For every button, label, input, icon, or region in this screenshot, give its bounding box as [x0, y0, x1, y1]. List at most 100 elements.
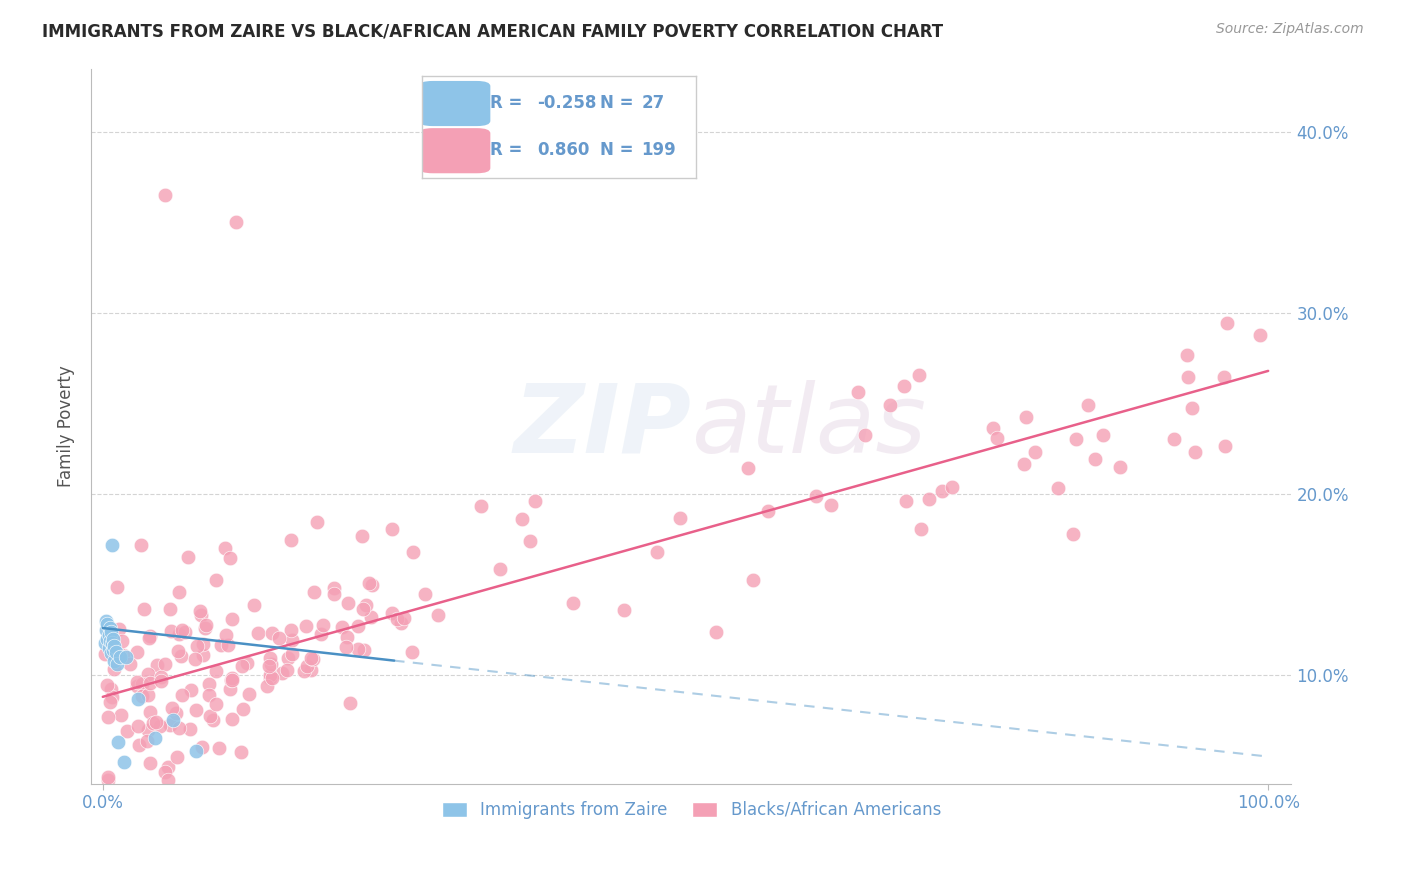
- Point: [160, 624, 183, 638]
- Point: [236, 656, 259, 670]
- Point: [276, 664, 298, 678]
- Point: [219, 681, 242, 696]
- Point: [323, 587, 346, 601]
- Text: IMMIGRANTS FROM ZAIRE VS BLACK/AFRICAN AMERICAN FAMILY POVERTY CORRELATION CHART: IMMIGRANTS FROM ZAIRE VS BLACK/AFRICAN A…: [42, 22, 943, 40]
- Point: [259, 668, 281, 682]
- Point: [918, 491, 941, 506]
- Point: [190, 607, 212, 622]
- Point: [910, 522, 932, 536]
- Point: [110, 650, 132, 665]
- Point: [1077, 398, 1099, 412]
- Point: [142, 716, 165, 731]
- FancyBboxPatch shape: [419, 81, 491, 126]
- Point: [804, 489, 827, 503]
- Point: [645, 545, 668, 559]
- Point: [986, 431, 1008, 445]
- Point: [104, 644, 127, 658]
- Point: [742, 573, 765, 587]
- Point: [280, 624, 302, 638]
- Point: [389, 616, 412, 631]
- Point: [215, 627, 238, 641]
- Point: [204, 697, 226, 711]
- Point: [115, 650, 138, 665]
- Point: [336, 630, 359, 644]
- Point: [1015, 409, 1038, 424]
- Point: [103, 639, 125, 653]
- Point: [97, 640, 120, 655]
- Point: [177, 549, 200, 564]
- Point: [1163, 432, 1185, 446]
- Point: [157, 773, 180, 788]
- Point: [339, 696, 361, 710]
- Point: [259, 672, 281, 686]
- Text: R =: R =: [491, 141, 534, 159]
- Point: [613, 603, 636, 617]
- Point: [174, 625, 197, 640]
- Point: [136, 666, 159, 681]
- Point: [562, 596, 585, 610]
- Point: [335, 640, 357, 654]
- Point: [381, 522, 404, 536]
- Point: [111, 634, 134, 648]
- Point: [1062, 527, 1084, 541]
- Point: [217, 638, 239, 652]
- Point: [281, 632, 304, 647]
- Point: [1084, 452, 1107, 467]
- Point: [139, 706, 162, 720]
- Point: [155, 188, 177, 202]
- Point: [167, 721, 190, 735]
- Text: 0.860: 0.860: [537, 141, 589, 159]
- Text: 27: 27: [641, 94, 665, 112]
- Point: [143, 731, 166, 746]
- Point: [820, 498, 842, 512]
- Point: [96, 678, 118, 692]
- Point: [191, 637, 214, 651]
- Point: [208, 741, 231, 756]
- Point: [198, 709, 221, 723]
- Point: [669, 511, 692, 525]
- Point: [246, 626, 269, 640]
- Point: [1181, 401, 1204, 416]
- Point: [198, 688, 221, 702]
- Point: [149, 718, 172, 732]
- Point: [201, 713, 224, 727]
- Point: [1109, 460, 1132, 475]
- Point: [97, 633, 120, 648]
- Point: [125, 674, 148, 689]
- Point: [136, 723, 159, 738]
- Point: [277, 651, 299, 665]
- Point: [205, 573, 228, 587]
- Point: [98, 633, 121, 648]
- Point: [103, 642, 125, 657]
- Point: [94, 648, 117, 662]
- Point: [1046, 482, 1069, 496]
- Point: [269, 632, 291, 646]
- Point: [931, 484, 953, 499]
- Point: [295, 658, 318, 673]
- Point: [309, 627, 332, 641]
- Point: [131, 677, 153, 691]
- Point: [846, 384, 869, 399]
- Point: [299, 650, 322, 665]
- Point: [103, 662, 125, 676]
- Point: [209, 638, 232, 652]
- Y-axis label: Family Poverty: Family Poverty: [58, 365, 75, 487]
- Point: [167, 644, 190, 658]
- Point: [150, 670, 173, 684]
- Text: R =: R =: [491, 94, 529, 112]
- Point: [312, 618, 335, 632]
- Point: [301, 664, 323, 678]
- Point: [160, 701, 183, 715]
- Point: [105, 657, 128, 672]
- Legend: Immigrants from Zaire, Blacks/African Americans: Immigrants from Zaire, Blacks/African Am…: [434, 794, 948, 825]
- Point: [1215, 317, 1237, 331]
- Point: [184, 702, 207, 716]
- Point: [139, 629, 162, 643]
- Point: [145, 714, 167, 729]
- Point: [347, 641, 370, 656]
- Point: [101, 635, 124, 649]
- Point: [107, 735, 129, 749]
- Point: [262, 671, 284, 685]
- Point: [281, 647, 304, 661]
- Point: [134, 602, 156, 616]
